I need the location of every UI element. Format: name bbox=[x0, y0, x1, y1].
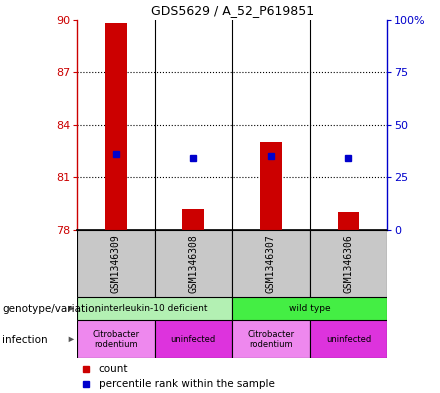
Text: GSM1346308: GSM1346308 bbox=[188, 234, 198, 293]
Text: genotype/variation: genotype/variation bbox=[2, 304, 101, 314]
Text: uninfected: uninfected bbox=[326, 335, 371, 344]
Text: Citrobacter
rodentium: Citrobacter rodentium bbox=[247, 330, 294, 349]
Text: GSM1346306: GSM1346306 bbox=[344, 234, 353, 293]
Text: uninfected: uninfected bbox=[171, 335, 216, 344]
Bar bbox=[77, 297, 232, 320]
Bar bbox=[105, 23, 127, 230]
Text: GSM1346309: GSM1346309 bbox=[111, 234, 121, 293]
Bar bbox=[232, 297, 387, 320]
Title: GDS5629 / A_52_P619851: GDS5629 / A_52_P619851 bbox=[150, 4, 314, 17]
Bar bbox=[337, 212, 359, 230]
Bar bbox=[310, 320, 387, 358]
Text: interleukin-10 deficient: interleukin-10 deficient bbox=[101, 304, 208, 313]
Bar bbox=[77, 230, 154, 297]
Text: wild type: wild type bbox=[289, 304, 330, 313]
Bar bbox=[310, 230, 387, 297]
Bar bbox=[183, 209, 204, 230]
Bar bbox=[232, 230, 310, 297]
Text: count: count bbox=[99, 364, 128, 374]
Text: infection: infection bbox=[2, 334, 48, 345]
Bar bbox=[232, 320, 310, 358]
Text: GSM1346307: GSM1346307 bbox=[266, 234, 276, 293]
Bar bbox=[77, 320, 154, 358]
Bar bbox=[154, 230, 232, 297]
Text: percentile rank within the sample: percentile rank within the sample bbox=[99, 379, 275, 389]
Text: Citrobacter
rodentium: Citrobacter rodentium bbox=[92, 330, 139, 349]
Bar bbox=[154, 320, 232, 358]
Bar bbox=[260, 142, 282, 230]
